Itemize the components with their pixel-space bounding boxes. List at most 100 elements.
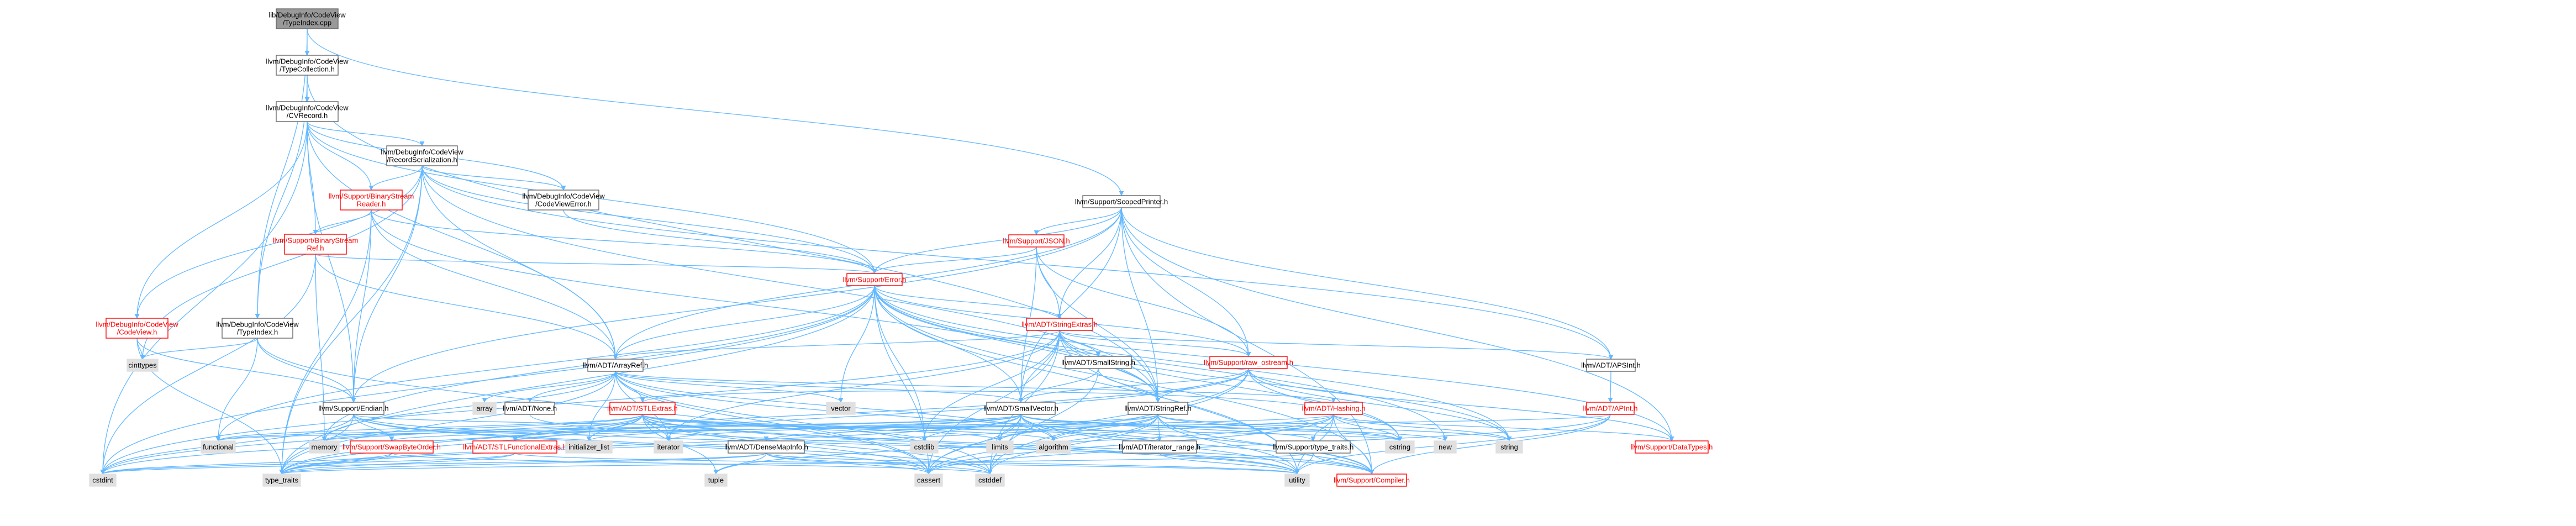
edge-raw_ostream-to-smallvector: [1018, 368, 1249, 403]
node-label-string-0: string: [1500, 443, 1518, 451]
node-cinttypes: cinttypes: [127, 359, 159, 372]
node-error[interactable]: llvm/Support/Error.h: [843, 273, 907, 286]
edge-iterator_range-to-utility: [1159, 453, 1300, 475]
node-box-stlfunctionalextras: [472, 440, 557, 454]
node-smallstring[interactable]: llvm/ADT/SmallString.h: [1061, 356, 1135, 369]
node-label-cvrecord-0: llvm/DebugInfo/CodeView: [266, 104, 349, 112]
node-stlextras[interactable]: llvm/ADT/STLExtras.h: [607, 402, 678, 415]
node-cvrecord[interactable]: llvm/DebugInfo/CodeView/CVRecord.h: [266, 101, 349, 122]
edge-stringref-to-iterator_range: [1157, 414, 1162, 441]
edge-scopedprinter-to-json: [1034, 207, 1122, 235]
node-label-stlfunctionalextras-0: llvm/ADT/STLFunctionalExtras.h: [463, 443, 567, 451]
node-label-type_traits_support-0: llvm/Support/type_traits.h: [1273, 443, 1354, 451]
node-swapbyteorder[interactable]: llvm/Support/SwapByteOrder.h: [343, 440, 441, 454]
edge-stlfunctionalextras-to-cstdint: [100, 453, 515, 475]
node-label-apint-0: llvm/ADT/APInt.h: [1583, 404, 1638, 413]
node-label-none-0: llvm/ADT/None.h: [503, 404, 557, 413]
node-label-raw_ostream-0: llvm/Support/raw_ostream.h: [1204, 359, 1293, 367]
edge-arrayref-to-type_traits: [279, 371, 616, 475]
node-label-iterator-0: iterator: [657, 443, 680, 451]
node-codeview[interactable]: llvm/DebugInfo/CodeView/CodeView.h: [96, 318, 178, 339]
node-scopedprinter[interactable]: llvm/Support/ScopedPrinter.h: [1075, 195, 1168, 208]
node-arrayref[interactable]: llvm/ADT/ArrayRef.h: [583, 359, 648, 372]
node-label-tuple-0: tuple: [708, 476, 724, 485]
node-box-stlextras: [609, 402, 676, 415]
edge-densemapinfo-to-cstddef: [766, 453, 993, 475]
edge-swapbyteorder-to-cstdint: [100, 453, 392, 475]
edge-smallstring-to-stringref: [1098, 368, 1161, 403]
node-box-initializer_list: [565, 440, 613, 454]
node-label-type_traits-0: type_traits: [265, 476, 298, 485]
node-label-typeindex-1: /TypeIndex.h: [237, 328, 278, 336]
node-type_traits_support[interactable]: llvm/Support/type_traits.h: [1273, 440, 1354, 454]
edge-json-to-error: [872, 246, 1037, 274]
edge-arrayref-to-memory: [322, 371, 616, 441]
node-json[interactable]: llvm/Support/JSON.h: [1003, 234, 1070, 248]
node-apsint[interactable]: llvm/ADT/APSInt.h: [1581, 359, 1641, 372]
edge-scopedprinter-to-raw_ostream: [1121, 207, 1251, 357]
node-box-limits: [986, 440, 1014, 454]
node-cstring: cstring: [1385, 440, 1415, 454]
node-datatypes[interactable]: llvm/Support/DataTypes.h: [1631, 440, 1713, 454]
node-iterator_range[interactable]: llvm/ADT/iterator_range.h: [1119, 440, 1200, 454]
node-label-apsint-0: llvm/ADT/APSInt.h: [1581, 361, 1641, 370]
node-densemapinfo[interactable]: llvm/ADT/DenseMapInfo.h: [724, 440, 808, 454]
edge-scopedprinter-to-apsint: [1121, 207, 1614, 360]
node-recordserialization[interactable]: llvm/DebugInfo/CodeView/RecordSerializat…: [381, 145, 463, 166]
edge-stringextras-to-iterator: [666, 330, 1060, 441]
node-box-arrayref: [587, 359, 644, 372]
edge-stringref-to-cstddef: [987, 414, 1158, 475]
node-box-cvrecord: [276, 101, 339, 122]
node-box-utility: [1284, 474, 1310, 487]
node-tuple: tuple: [704, 474, 728, 487]
node-stlfunctionalextras[interactable]: llvm/ADT/STLFunctionalExtras.h: [463, 440, 567, 454]
node-typeindex[interactable]: llvm/DebugInfo/CodeView/TypeIndex.h: [216, 318, 299, 339]
node-compiler[interactable]: llvm/Support/Compiler.h: [1334, 474, 1410, 487]
edge-typeindex-to-functional: [215, 338, 258, 441]
node-box-recordserialization: [386, 145, 458, 166]
edge-smallvector-to-type_traits_support: [1020, 414, 1316, 441]
edge-json-to-raw_ostream: [1036, 246, 1251, 357]
edge-recordserialization-to-type_traits: [279, 165, 423, 475]
node-raw_ostream[interactable]: llvm/Support/raw_ostream.h: [1204, 356, 1293, 369]
node-apint[interactable]: llvm/ADT/APInt.h: [1583, 402, 1638, 415]
node-hashing[interactable]: llvm/ADT/Hashing.h: [1302, 402, 1366, 415]
edge-codeview-to-endian: [136, 338, 356, 403]
node-label-limits-0: limits: [992, 443, 1008, 451]
node-box-typecollection: [276, 55, 339, 76]
node-vector: vector: [826, 402, 856, 415]
node-endian[interactable]: llvm/Support/Endian.h: [318, 402, 389, 415]
edge-recordserialization-to-endian: [351, 165, 423, 403]
node-iterator: iterator: [654, 440, 683, 454]
node-stringextras[interactable]: llvm/ADT/StringExtras.h: [1021, 318, 1098, 331]
edge-stringref-to-type_traits: [279, 414, 1158, 475]
node-label-functional-0: functional: [203, 443, 234, 451]
node-stringref[interactable]: llvm/ADT/StringRef.h: [1124, 402, 1192, 415]
node-typecollection[interactable]: llvm/DebugInfo/CodeView/TypeCollection.h: [266, 55, 349, 76]
node-label-stringref-0: llvm/ADT/StringRef.h: [1124, 404, 1191, 413]
node-label-compiler-0: llvm/Support/Compiler.h: [1334, 476, 1410, 485]
node-smallvector[interactable]: llvm/ADT/SmallVector.h: [983, 402, 1058, 415]
edge-stlextras-to-functional: [215, 414, 643, 441]
edge-recordserialization-to-error: [422, 165, 877, 274]
node-utility: utility: [1284, 474, 1310, 487]
node-label-binarystreamreader-0: llvm/Support/BinaryStream: [329, 192, 414, 201]
edge-apint-to-compiler: [1369, 414, 1611, 475]
node-box-endian: [323, 402, 384, 415]
node-label-smallvector-0: llvm/ADT/SmallVector.h: [983, 404, 1058, 413]
node-label-stringextras-0: llvm/ADT/StringExtras.h: [1021, 320, 1098, 329]
edge-stlextras-to-hashing: [642, 391, 1336, 415]
edge-densemapinfo-to-tuple: [713, 453, 767, 475]
node-codeviewerror[interactable]: llvm/DebugInfo/CodeView/CodeViewError.h: [522, 190, 605, 211]
node-memory: memory: [309, 440, 340, 454]
edge-stlextras-to-iterator_range: [642, 414, 1162, 441]
node-label-cassert-0: cassert: [917, 476, 940, 485]
edge-smallstring-to-smallvector: [1018, 368, 1099, 403]
edge-error-to-compiler: [874, 285, 1374, 475]
node-none[interactable]: llvm/ADT/None.h: [503, 402, 557, 415]
edge-stlextras-to-cstddef: [642, 414, 993, 475]
node-box-iterator: [654, 440, 683, 454]
